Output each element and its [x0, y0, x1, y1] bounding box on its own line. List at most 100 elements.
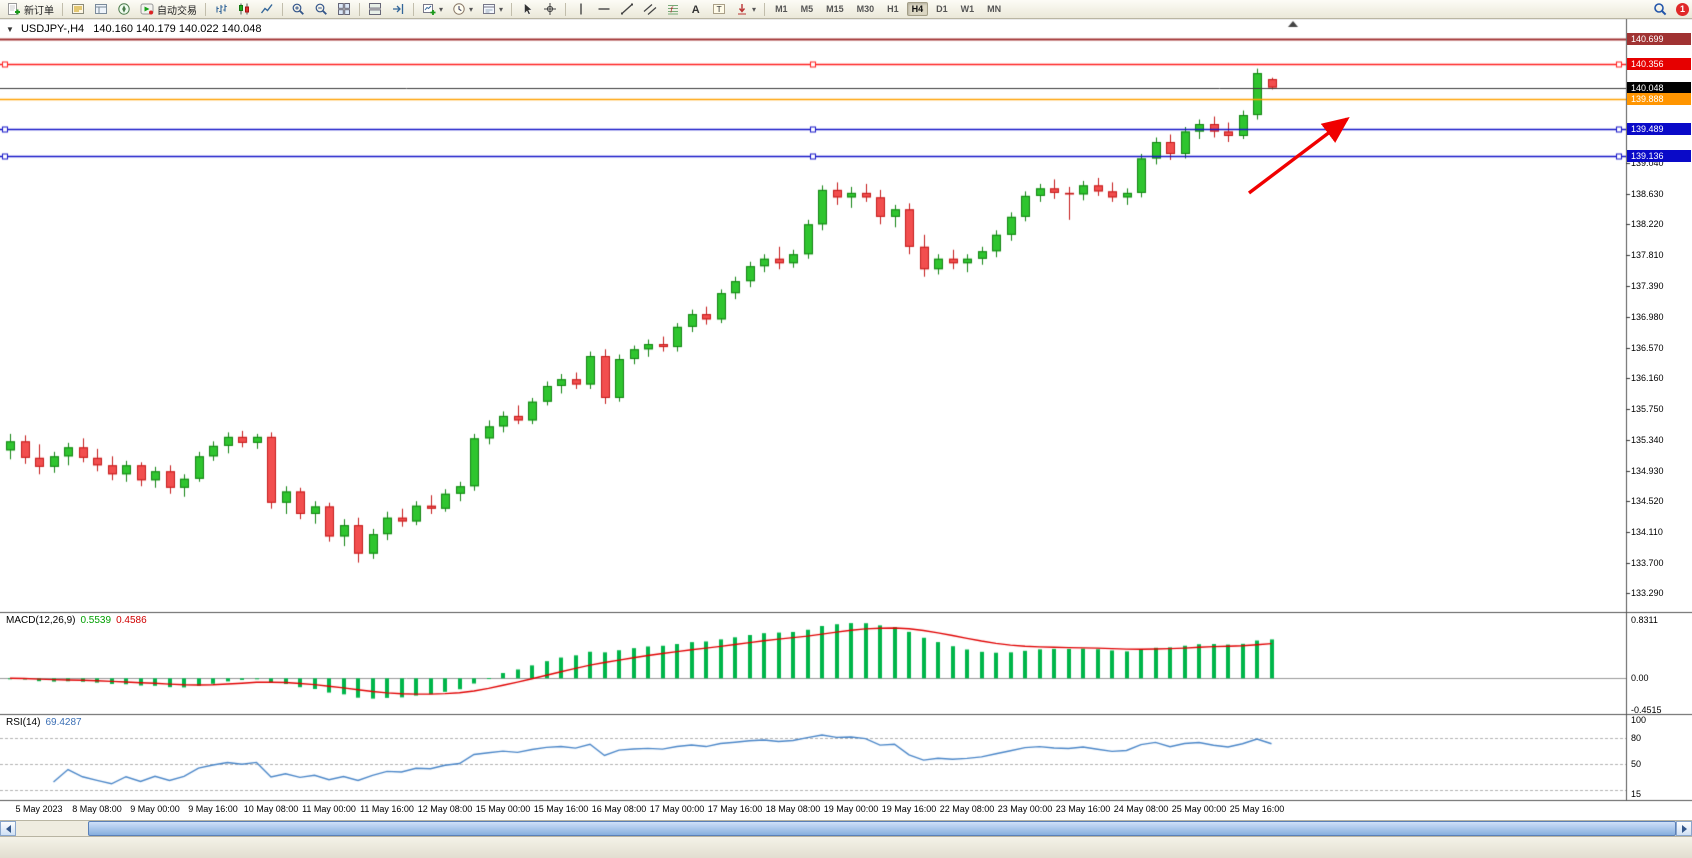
templates-icon[interactable]: ▾ — [478, 0, 507, 18]
time-axis-label: 10 May 08:00 — [243, 804, 299, 814]
price-axis-tick: 136.570 — [1631, 342, 1664, 353]
scroll-right-button[interactable] — [1676, 821, 1692, 836]
price-tag-pivot-orange[interactable]: 139.888 — [1627, 93, 1691, 106]
price-axis-tick: 134.110 — [1631, 526, 1663, 537]
time-axis[interactable]: 5 May 2023 8 May 08:00 9 May 00:00 9 May 16… — [0, 800, 1692, 820]
chart-title-ohlc: 140.160 140.179 140.022 140.048 — [93, 23, 262, 35]
time-axis-label: 15 May 00:00 — [475, 804, 531, 814]
macd-main-value: 0.5539 — [80, 615, 112, 626]
new-chart-icon[interactable]: ▾ — [418, 0, 447, 18]
market-watch-icon[interactable] — [67, 0, 89, 18]
price-axis-tick: 133.290 — [1631, 588, 1664, 599]
horizontal-scrollbar[interactable] — [0, 820, 1692, 836]
time-axis-label: 17 May 00:00 — [649, 804, 705, 814]
macd-name: MACD(12,26,9) — [6, 615, 76, 626]
timeframe-m15[interactable]: M15 — [826, 4, 844, 14]
time-axis-label: 15 May 16:00 — [533, 804, 589, 814]
scrollbar-track[interactable] — [16, 821, 1676, 836]
timeframe-w1[interactable]: W1 — [960, 4, 975, 14]
time-axis-label: 23 May 00:00 — [997, 804, 1053, 814]
macd-label: MACD(12,26,9) 0.5539 0.4586 — [6, 615, 147, 626]
line-chart-icon[interactable] — [256, 0, 278, 18]
periods-icon[interactable]: ▾ — [448, 0, 477, 18]
chart-title: ▼ USDJPY-,H4 140.160 140.179 140.022 140… — [6, 23, 261, 35]
time-axis-label: 25 May 16:00 — [1229, 804, 1285, 814]
scroll-right-icon — [1681, 824, 1687, 833]
time-axis-label: 9 May 00:00 — [130, 804, 180, 814]
timeframe-h4[interactable]: H4 — [906, 2, 929, 16]
crosshair-icon[interactable] — [539, 0, 561, 18]
time-axis-label: 22 May 08:00 — [939, 804, 995, 814]
toolbar-separator — [565, 2, 567, 16]
time-axis-label: 11 May 16:00 — [360, 804, 414, 814]
price-tag-support-lower[interactable]: 139.136 — [1627, 149, 1691, 162]
price-tag-support-upper[interactable]: 139.489 — [1627, 123, 1691, 136]
toolbar-separator — [413, 2, 414, 16]
time-axis-label: 16 May 08:00 — [591, 804, 647, 814]
svg-text:T: T — [717, 4, 722, 14]
macd-axis-tick: 0.8311 — [1631, 615, 1658, 625]
timeframe-m30[interactable]: M30 — [856, 4, 875, 14]
price-axis-tick: 135.340 — [1631, 434, 1664, 445]
candlestick-chart-icon[interactable] — [233, 0, 255, 18]
chart-title-symbol: USDJPY-,H4 — [20, 23, 85, 35]
horizontal-line-icon[interactable] — [593, 0, 615, 18]
price-axis-tick: 139.040 — [1631, 157, 1664, 168]
data-window-icon[interactable] — [90, 0, 112, 18]
toolbar-separator — [359, 2, 360, 16]
scroll-left-icon — [5, 824, 11, 833]
auto-trading-button[interactable]: 自动交易 — [136, 0, 201, 18]
macd-axis-tick: -0.4515 — [1631, 705, 1662, 715]
notifications-badge[interactable]: 1 — [1676, 2, 1689, 16]
time-axis-label: 24 May 08:00 — [1113, 804, 1169, 814]
tile-windows-icon[interactable] — [333, 0, 355, 18]
zoom-out-icon[interactable] — [310, 0, 332, 18]
chart-shift-icon[interactable] — [387, 0, 409, 18]
scroll-left-button[interactable] — [0, 821, 16, 836]
toolbar-separator — [511, 2, 513, 16]
svg-text:f: f — [670, 5, 674, 15]
timeframe-h1[interactable]: H1 — [887, 4, 899, 14]
price-tag-resistance-mid[interactable]: 140.356 — [1627, 58, 1691, 71]
auto-arrange-icon[interactable] — [364, 0, 386, 18]
navigator-icon[interactable] — [113, 0, 135, 18]
new-order-button[interactable]: 新订单 — [3, 0, 58, 18]
price-tag-resistance-upper[interactable]: 140.699 — [1627, 32, 1691, 45]
price-axis-tick: 133.700 — [1631, 557, 1664, 568]
equidistant-channel-icon[interactable] — [639, 0, 661, 18]
price-axis-tick: 137.390 — [1631, 281, 1664, 292]
time-axis-label: 19 May 00:00 — [823, 804, 879, 814]
timeframe-mn[interactable]: MN — [987, 4, 1002, 14]
fibonacci-icon[interactable]: f — [662, 0, 684, 18]
time-axis-label: 11 May 00:00 — [302, 804, 356, 814]
arrows-icon[interactable]: ▾ — [731, 0, 760, 18]
time-axis-label: 5 May 2023 — [15, 804, 63, 814]
text-icon[interactable]: A — [685, 0, 707, 18]
time-axis-label: 17 May 16:00 — [707, 804, 763, 814]
cursor-icon[interactable] — [516, 0, 538, 18]
zoom-in-icon[interactable] — [287, 0, 309, 18]
price-axis-tick: 136.980 — [1631, 312, 1664, 323]
trendline-icon[interactable] — [616, 0, 638, 18]
bar-chart-icon[interactable] — [210, 0, 232, 18]
timeframe-d1[interactable]: D1 — [936, 4, 948, 14]
rsi-axis-tick: 100 — [1631, 715, 1647, 725]
vertical-line-icon[interactable] — [570, 0, 592, 18]
price-axis-tick: 137.810 — [1631, 250, 1664, 260]
scrollbar-thumb[interactable] — [88, 821, 1676, 836]
rsi-label: RSI(14) 69.4287 — [6, 717, 82, 728]
svg-text:A: A — [692, 4, 700, 16]
timeframe-m5[interactable]: M5 — [800, 4, 814, 14]
price-axis-tick: 134.930 — [1631, 465, 1664, 476]
toolbar-separator — [764, 2, 766, 16]
search-icon[interactable] — [1649, 0, 1671, 18]
text-label-icon[interactable]: T — [708, 0, 730, 18]
toolbar-separator — [282, 2, 283, 16]
price-axis-tick: 135.750 — [1631, 404, 1664, 415]
symbol-dropdown-arrow[interactable]: ▼ — [6, 25, 14, 34]
time-axis-label: 8 May 08:00 — [72, 804, 122, 814]
rsi-axis-tick: 15 — [1631, 789, 1642, 800]
timeframe-m1[interactable]: M1 — [775, 4, 788, 14]
status-bar — [0, 836, 1692, 858]
